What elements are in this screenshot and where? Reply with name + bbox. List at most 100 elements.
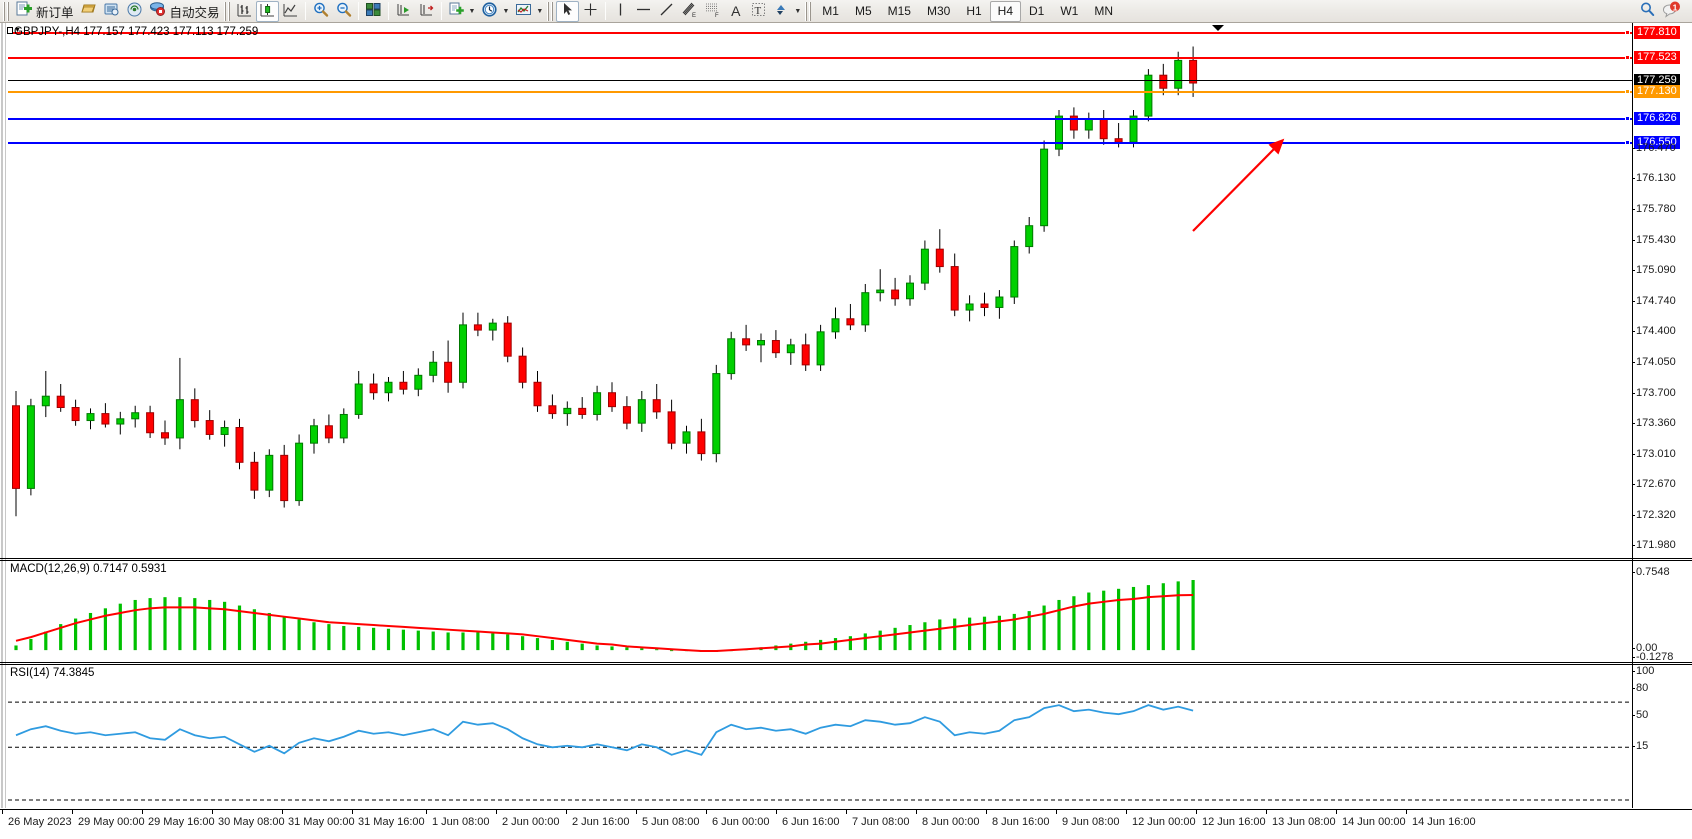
text-label-icon: T — [750, 1, 767, 21]
autotrading-button[interactable]: 自动交易 — [146, 1, 223, 22]
price-level-handle[interactable] — [1625, 116, 1630, 121]
chevron-down-icon[interactable]: ▼ — [468, 7, 476, 15]
text-button[interactable]: A — [724, 1, 747, 22]
notification-button[interactable]: 1 — [1659, 1, 1684, 22]
search-button[interactable] — [1636, 1, 1659, 22]
chart-title-collapse-icon[interactable]: ▼ — [14, 27, 21, 34]
expert-advisors-button[interactable] — [77, 1, 100, 22]
tf-h4-label: H4 — [997, 4, 1013, 18]
price-tick: 175.780 — [1632, 203, 1676, 215]
folder-icon — [80, 1, 97, 21]
price-level-label: 177.810 — [1634, 26, 1680, 39]
tf-h1[interactable]: H1 — [958, 1, 989, 22]
tf-m30[interactable]: M30 — [919, 1, 958, 22]
tf-mn[interactable]: MN — [1086, 1, 1121, 22]
price-level-label: 176.550 — [1634, 136, 1680, 149]
chart-title-handle[interactable] — [7, 27, 13, 34]
auto-scroll-icon — [395, 1, 412, 21]
chevron-down-icon[interactable]: ▼ — [502, 7, 510, 15]
candlestick-icon — [259, 1, 276, 21]
macd-title: MACD(12,26,9) 0.7147 0.5931 — [10, 563, 167, 575]
zoom-in-button[interactable] — [309, 1, 332, 22]
price-level-line[interactable] — [8, 32, 1632, 34]
time-axis[interactable]: 26 May 2023 29 May 00:00 29 May 16:00 30 Ma… — [0, 809, 1692, 839]
price-pane[interactable] — [8, 23, 1632, 558]
time-tick: 13 Jun 08:00 — [1266, 809, 1336, 828]
signals-icon — [126, 1, 143, 21]
tile-windows-icon — [365, 1, 382, 21]
toolbar-grip-2[interactable] — [223, 1, 231, 21]
tf-m5[interactable]: M5 — [847, 1, 880, 22]
time-tick: 12 Jun 00:00 — [1126, 809, 1196, 828]
price-level-line[interactable] — [8, 142, 1632, 144]
tf-m15[interactable]: M15 — [880, 1, 919, 22]
tf-h4[interactable]: H4 — [989, 0, 1021, 22]
price-level-line[interactable] — [8, 91, 1632, 93]
price-level-handle[interactable] — [1625, 30, 1630, 35]
time-tick: 29 May 00:00 — [72, 809, 145, 828]
time-tick: 30 May 08:00 — [212, 809, 285, 828]
toolbar-grip-3[interactable] — [547, 1, 555, 21]
price-tick: 173.010 — [1632, 448, 1676, 460]
new-order-button[interactable]: 新订单 — [12, 1, 77, 22]
macd-plot — [14, 580, 1195, 653]
price-level-handle[interactable] — [1625, 55, 1630, 60]
equidistant-channel-button[interactable]: E — [678, 1, 701, 22]
tile-windows-button[interactable] — [362, 1, 385, 22]
price-level-label: 177.259 — [1634, 74, 1680, 87]
vertical-line-button[interactable] — [609, 1, 632, 22]
toolbar-grip-1[interactable] — [3, 1, 10, 21]
chart-shift-button[interactable] — [415, 1, 438, 22]
svg-text:F: F — [715, 13, 719, 18]
tf-m1[interactable]: M1 — [814, 1, 847, 22]
price-level-handle[interactable] — [1625, 140, 1630, 145]
pane-separator-1 — [0, 558, 1692, 559]
svg-text:T: T — [755, 5, 762, 17]
templates-button[interactable]: ▼ — [512, 1, 546, 22]
cursor-icon — [559, 1, 576, 21]
new-chart-button[interactable]: ▼ — [445, 1, 479, 22]
price-tick: 174.050 — [1632, 356, 1676, 368]
clock-icon — [481, 1, 498, 21]
tf-mn-label: MN — [1094, 4, 1114, 18]
chevron-down-icon[interactable]: ▼ — [536, 7, 544, 15]
fibonacci-retracement-button[interactable]: F — [701, 1, 724, 22]
chevron-down-icon[interactable]: ▼ — [794, 7, 802, 15]
zoom-out-button[interactable] — [332, 1, 355, 22]
chart-scrollbar-left[interactable] — [0, 23, 7, 808]
price-tick: 173.360 — [1632, 417, 1676, 429]
price-tick: 176.470 — [1632, 142, 1676, 154]
mql5-community-button[interactable] — [100, 1, 123, 22]
price-level-line[interactable] — [8, 57, 1632, 59]
rsi-pane[interactable] — [8, 666, 1632, 808]
tf-d1[interactable]: D1 — [1021, 1, 1052, 22]
chart-area[interactable]: GBPJPY-,H4 177.157 177.423 177.113 177.2… — [0, 23, 1692, 839]
svg-text:1: 1 — [1673, 2, 1678, 12]
text-label-button[interactable]: T — [747, 1, 770, 22]
chart-end-marker[interactable] — [1212, 25, 1224, 31]
macd-pane[interactable] — [8, 562, 1632, 662]
price-level-handle[interactable] — [1625, 89, 1630, 94]
line-chart-button[interactable] — [279, 1, 302, 22]
time-tick: 2 Jun 00:00 — [496, 809, 560, 828]
cursor-button[interactable] — [556, 0, 580, 22]
period-button[interactable]: ▼ — [478, 1, 512, 22]
toolbar-grip-4[interactable] — [805, 1, 813, 21]
price-level-line[interactable] — [8, 118, 1632, 120]
candlestick-chart-button[interactable] — [255, 0, 279, 22]
horizontal-line-button[interactable] — [632, 1, 655, 22]
price-level-line[interactable] — [8, 80, 1632, 81]
trendline-button[interactable] — [655, 1, 678, 22]
fibonacci-icon: F — [704, 1, 721, 21]
price-tick: 176.130 — [1632, 172, 1676, 184]
time-tick: 14 Jun 00:00 — [1336, 809, 1406, 828]
time-tick: 6 Jun 16:00 — [776, 809, 840, 828]
bar-chart-button[interactable] — [233, 1, 256, 22]
tf-w1[interactable]: W1 — [1052, 1, 1086, 22]
auto-scroll-button[interactable] — [392, 1, 415, 22]
crosshair-button[interactable] — [579, 1, 602, 22]
signals-button[interactable] — [123, 1, 146, 22]
time-tick: 12 Jun 16:00 — [1196, 809, 1266, 828]
arrows-button[interactable]: ▼ — [770, 1, 804, 22]
time-tick: 8 Jun 00:00 — [916, 809, 980, 828]
